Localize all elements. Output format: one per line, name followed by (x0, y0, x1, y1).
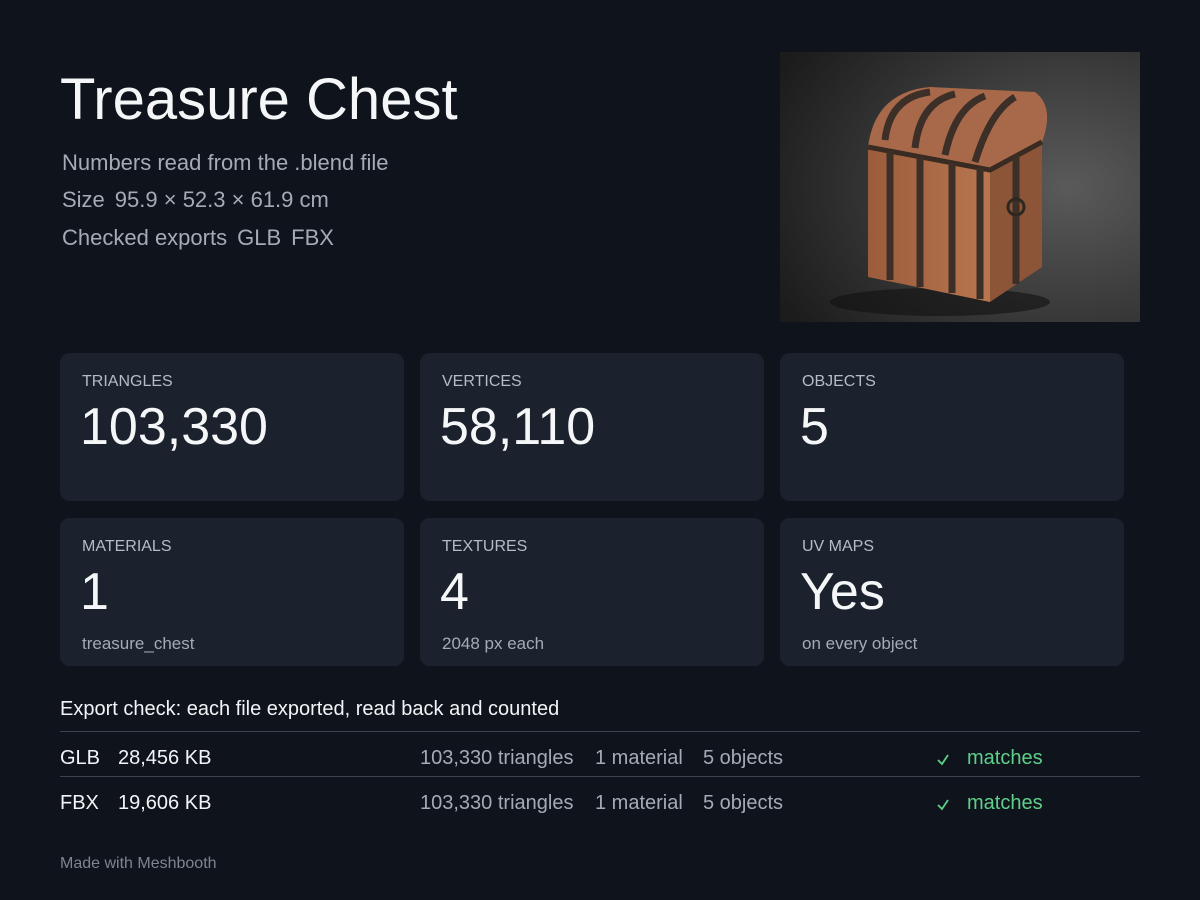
exports-line: Checked exports GLB FBX (62, 225, 344, 251)
export-row: GLB 28,456 KB 103,330 triangles 1 material 5… (60, 743, 1140, 773)
export-format: FBX (291, 225, 334, 250)
stat-value: Yes (800, 563, 885, 621)
material-count: 1 material (595, 792, 683, 814)
stat-card: UV MAPS Yes on every object (780, 518, 1124, 666)
stat-value: 103,330 (80, 398, 268, 456)
stat-label: OBJECTS (802, 373, 876, 390)
stat-label: UV MAPS (802, 538, 875, 555)
stat-card: TRIANGLES 103,330 (60, 353, 404, 501)
format: FBX (60, 792, 99, 814)
triangle-count: 103,330 triangles (420, 792, 574, 814)
stat-note: 2048 px each (442, 634, 545, 653)
preview-image (780, 52, 1140, 322)
size-label: Size (62, 187, 105, 212)
title: Treasure Chest (60, 67, 458, 132)
status: matches (967, 792, 1043, 814)
size-line: Size 95.9 × 52.3 × 61.9 cm (62, 187, 339, 213)
footer: Made with Meshbooth (60, 855, 217, 872)
stat-value: 5 (800, 398, 829, 456)
format: GLB (60, 747, 101, 769)
stat-label: TRIANGLES (82, 373, 173, 390)
material-count: 1 material (595, 747, 683, 769)
size-value: 95.9 × 52.3 × 61.9 cm (114, 187, 329, 212)
stat-value: 4 (440, 563, 469, 621)
stat-card: VERTICES 58,110 (420, 353, 764, 501)
file-size: 19,606 KB (118, 792, 212, 814)
export-row: FBX 19,606 KB 103,330 triangles 1 material 5… (60, 788, 1140, 818)
export-heading: Export check: each file exported, read b… (60, 698, 560, 720)
object-count: 5 objects (703, 747, 784, 769)
stat-label: VERTICES (442, 373, 522, 390)
divider (60, 776, 1140, 777)
export-format: GLB (237, 225, 282, 250)
stat-value: 1 (80, 563, 109, 621)
triangle-count: 103,330 triangles (420, 747, 574, 769)
stat-value: 58,110 (440, 398, 596, 456)
source-line: Numbers read from the .blend file (62, 150, 389, 175)
stat-label: MATERIALS (82, 538, 172, 555)
stat-label: TEXTURES (442, 538, 528, 555)
stat-note: treasure_chest (82, 634, 195, 653)
check-icon (937, 799, 949, 811)
stat-card: MATERIALS 1 treasure_chest (60, 518, 404, 666)
check-icon (937, 754, 949, 766)
stat-card: TEXTURES 4 2048 px each (420, 518, 764, 666)
object-count: 5 objects (703, 792, 784, 814)
exports-label: Checked exports (62, 225, 228, 250)
stat-card: OBJECTS 5 (780, 353, 1124, 501)
divider (60, 731, 1140, 732)
stat-note: on every object (802, 634, 918, 653)
status: matches (967, 747, 1043, 769)
file-size: 28,456 KB (118, 747, 212, 769)
